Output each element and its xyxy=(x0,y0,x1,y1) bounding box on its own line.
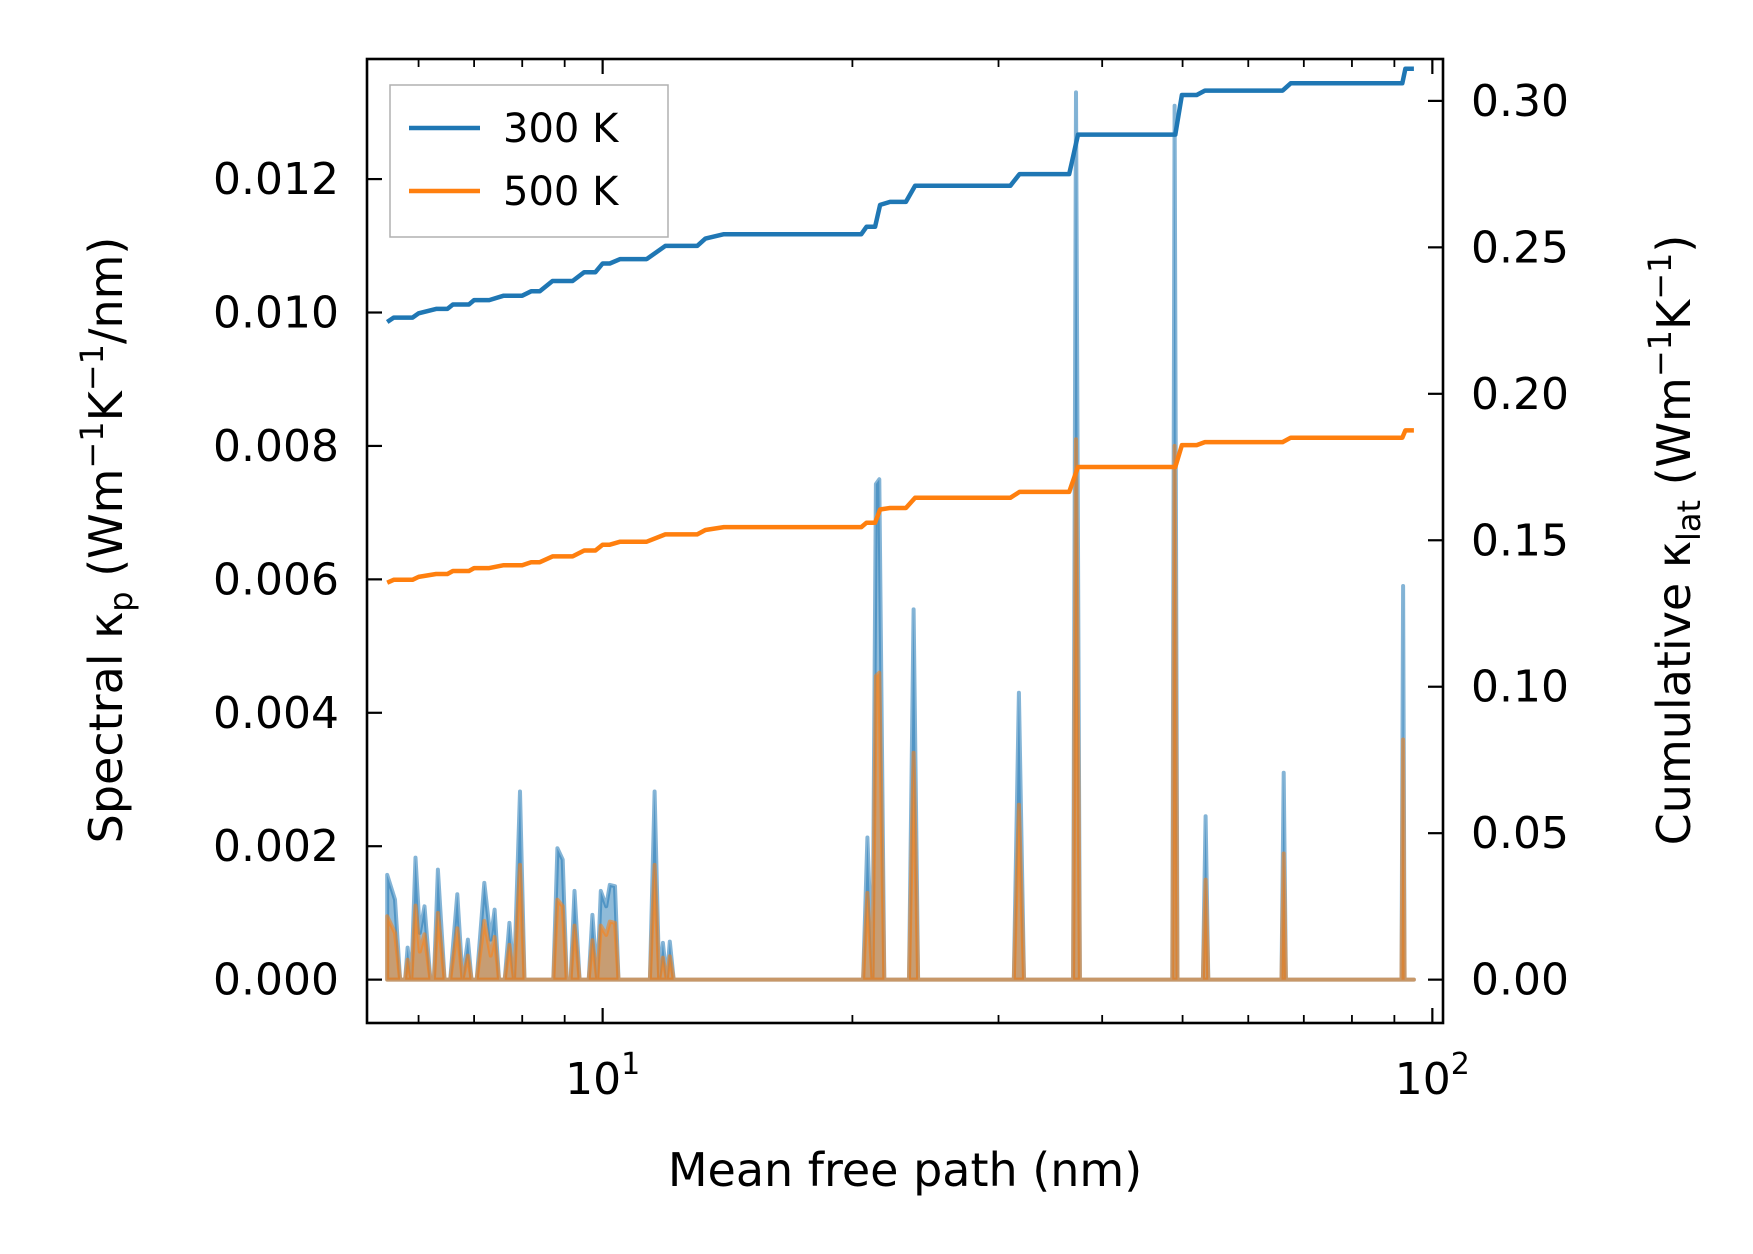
left-tick-label: 0.000 xyxy=(213,955,339,1006)
spectral-area-500k xyxy=(385,437,1416,982)
right-tick-label: 0.10 xyxy=(1471,662,1569,713)
cumulative-line-300k xyxy=(385,66,1414,324)
legend-frame xyxy=(389,84,669,238)
right-tick-label: 0.00 xyxy=(1471,955,1569,1006)
legend: 300 K 500 K xyxy=(389,84,669,238)
right-axis-label: Cumulative κlat (Wm−1K−1) xyxy=(1641,235,1708,846)
axis-ticks: 0.000 0.002 0.004 0.006 0.008 0.010 0.012 0.00 0… xyxy=(213,59,1569,1023)
cumulative-line-500k xyxy=(386,428,1414,585)
left-tick-label: 0.012 xyxy=(213,154,339,205)
left-tick-label: 0.010 xyxy=(213,288,339,339)
left-tick-label: 0.006 xyxy=(213,554,339,605)
x-axis-label: Mean free path (nm) xyxy=(668,1143,1142,1197)
cumulative-lines xyxy=(385,66,1414,585)
x-tick-label-10: 101 xyxy=(565,1047,640,1105)
right-tick-label: 0.05 xyxy=(1471,808,1569,859)
right-tick-label: 0.25 xyxy=(1471,222,1569,273)
left-tick-label: 0.002 xyxy=(213,821,339,872)
right-tick-label: 0.30 xyxy=(1471,76,1569,127)
left-tick-label: 0.004 xyxy=(213,688,339,739)
left-axis-label: Spectral κp (Wm−1K−1/nm) xyxy=(73,237,140,844)
left-tick-label: 0.008 xyxy=(213,421,339,472)
legend-label-300k: 300 K xyxy=(503,106,620,152)
right-tick-label: 0.20 xyxy=(1471,369,1569,420)
legend-label-500k: 500 K xyxy=(503,169,620,215)
right-tick-label: 0.15 xyxy=(1471,515,1569,566)
x-tick-label-100: 102 xyxy=(1395,1047,1470,1105)
spectral-fills xyxy=(385,90,1416,982)
